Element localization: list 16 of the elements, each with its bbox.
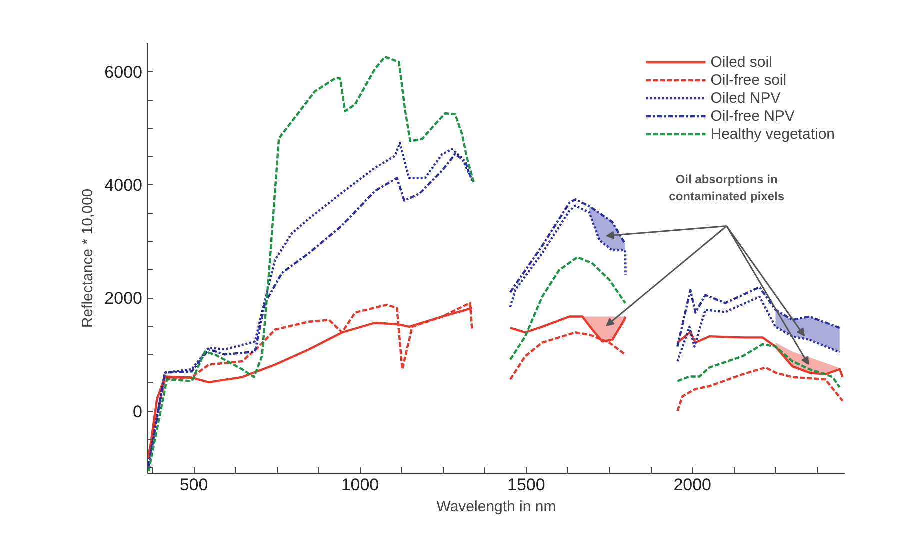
x-tick-label: 2000 [674, 476, 712, 494]
legend-label: Oiled soil [710, 53, 772, 71]
legend-label: Oil-free NPV [710, 107, 795, 125]
y-tick-label: 6000 [104, 62, 143, 82]
y-axis-title: Reflectance * 10,000 [80, 188, 97, 328]
legend-label: Oil-free soil [710, 71, 787, 89]
y-tick-label: 2000 [104, 289, 143, 308]
y-tick-label: 0 [133, 402, 143, 422]
x-tick-label: 500 [180, 476, 208, 494]
legend-label: Oiled NPV [710, 89, 781, 107]
x-tick-label: 1500 [508, 476, 546, 494]
x-axis-title: Wavelength in nm [436, 498, 556, 516]
legend-label: Healthy vegetation [710, 125, 835, 143]
x-tick-label: 1000 [341, 476, 380, 494]
y-tick-label: 4000 [104, 176, 143, 195]
annotation: Oil absorptions in contaminated pixels [669, 172, 785, 204]
